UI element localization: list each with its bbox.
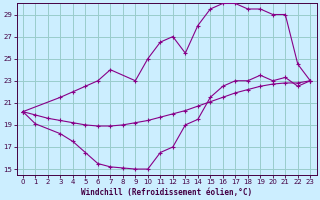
X-axis label: Windchill (Refroidissement éolien,°C): Windchill (Refroidissement éolien,°C) [81, 188, 252, 197]
